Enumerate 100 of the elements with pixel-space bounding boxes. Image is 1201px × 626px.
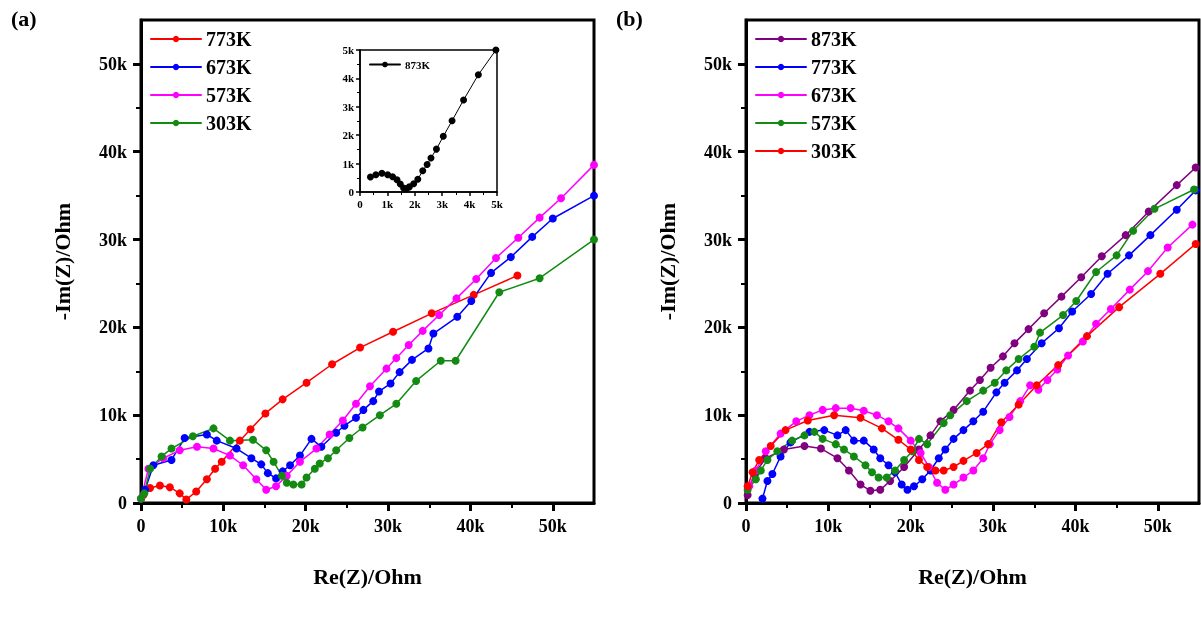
point bbox=[392, 399, 401, 408]
point bbox=[803, 416, 812, 425]
point bbox=[167, 455, 176, 464]
point bbox=[180, 434, 189, 443]
point bbox=[995, 426, 1004, 435]
point bbox=[192, 487, 201, 496]
x-tick-label: 20k bbox=[291, 516, 320, 536]
point bbox=[831, 440, 840, 449]
point bbox=[846, 404, 855, 413]
point bbox=[975, 376, 984, 385]
point bbox=[949, 463, 958, 471]
point bbox=[193, 442, 202, 451]
point bbox=[315, 459, 324, 468]
x-tick-label: 50k bbox=[538, 516, 567, 536]
point bbox=[1040, 309, 1049, 318]
point bbox=[1125, 285, 1134, 294]
point bbox=[590, 160, 598, 169]
y-axis-title: -Im(Z)/Ohm bbox=[49, 202, 75, 321]
point bbox=[407, 355, 416, 364]
point bbox=[175, 446, 184, 455]
point bbox=[448, 117, 456, 125]
legend-label: 873K bbox=[811, 28, 857, 50]
point bbox=[751, 475, 760, 484]
point bbox=[419, 167, 427, 175]
point bbox=[332, 446, 341, 455]
y-tick-label: 10k bbox=[98, 405, 127, 426]
point bbox=[235, 436, 244, 445]
point bbox=[211, 464, 220, 473]
point bbox=[358, 423, 367, 432]
point bbox=[418, 326, 427, 335]
point bbox=[427, 309, 436, 318]
y-tick-label: 30k bbox=[98, 229, 127, 250]
point bbox=[351, 413, 360, 422]
point bbox=[933, 478, 942, 487]
point bbox=[1014, 354, 1023, 363]
point bbox=[312, 444, 321, 453]
x-tick-label: 10k bbox=[814, 516, 843, 536]
point bbox=[535, 274, 544, 283]
point bbox=[436, 356, 445, 365]
chart-title: (b) bbox=[616, 5, 643, 31]
point bbox=[800, 441, 809, 450]
point bbox=[1112, 251, 1121, 260]
x-tick-label: 0 bbox=[136, 516, 146, 536]
point bbox=[979, 407, 988, 416]
y-tick-label: 20k bbox=[98, 317, 127, 338]
legend-label: 573K bbox=[206, 84, 252, 106]
point bbox=[763, 477, 772, 486]
point bbox=[856, 413, 865, 422]
point bbox=[849, 436, 858, 445]
point bbox=[269, 457, 278, 466]
y-tick-label: 0 bbox=[723, 493, 732, 513]
legend-label: 773K bbox=[206, 28, 252, 50]
point bbox=[307, 434, 316, 443]
point bbox=[969, 466, 978, 475]
point bbox=[286, 461, 295, 470]
point bbox=[849, 452, 858, 461]
x-tick-label: 0 bbox=[357, 197, 364, 210]
point bbox=[404, 340, 413, 349]
point bbox=[906, 436, 915, 445]
point bbox=[487, 268, 496, 277]
point bbox=[289, 480, 298, 489]
point bbox=[918, 475, 927, 484]
point bbox=[768, 470, 777, 479]
point bbox=[1000, 378, 1009, 387]
point bbox=[182, 495, 191, 504]
point bbox=[1012, 366, 1021, 375]
point bbox=[761, 447, 770, 456]
point bbox=[295, 457, 304, 466]
point bbox=[1188, 220, 1197, 229]
point bbox=[910, 482, 919, 491]
point bbox=[439, 132, 447, 140]
point bbox=[302, 378, 311, 387]
point bbox=[225, 436, 234, 445]
chart-title: (a) bbox=[11, 5, 37, 31]
point bbox=[939, 466, 948, 475]
point bbox=[328, 360, 337, 369]
y-tick-label: 20k bbox=[703, 317, 732, 338]
point bbox=[1103, 269, 1112, 278]
point bbox=[859, 436, 868, 445]
point bbox=[1064, 351, 1073, 360]
point bbox=[262, 446, 271, 455]
x-tick-label: 5k bbox=[491, 197, 504, 210]
point bbox=[949, 434, 958, 443]
point bbox=[453, 312, 462, 321]
y-tick-label: 0 bbox=[348, 186, 355, 198]
point bbox=[435, 311, 444, 320]
point bbox=[261, 409, 270, 418]
y-tick-label: 50k bbox=[98, 53, 127, 74]
point bbox=[1032, 381, 1041, 390]
point bbox=[1163, 243, 1172, 252]
y-tick-label: 30k bbox=[703, 229, 732, 250]
point bbox=[1125, 251, 1133, 260]
point bbox=[392, 354, 401, 363]
point bbox=[818, 405, 827, 414]
point bbox=[424, 344, 433, 353]
point bbox=[528, 232, 537, 241]
point bbox=[966, 386, 975, 395]
point bbox=[232, 444, 241, 453]
x-tick-label: 0 bbox=[741, 516, 751, 536]
x-tick-label: 30k bbox=[979, 516, 1008, 536]
